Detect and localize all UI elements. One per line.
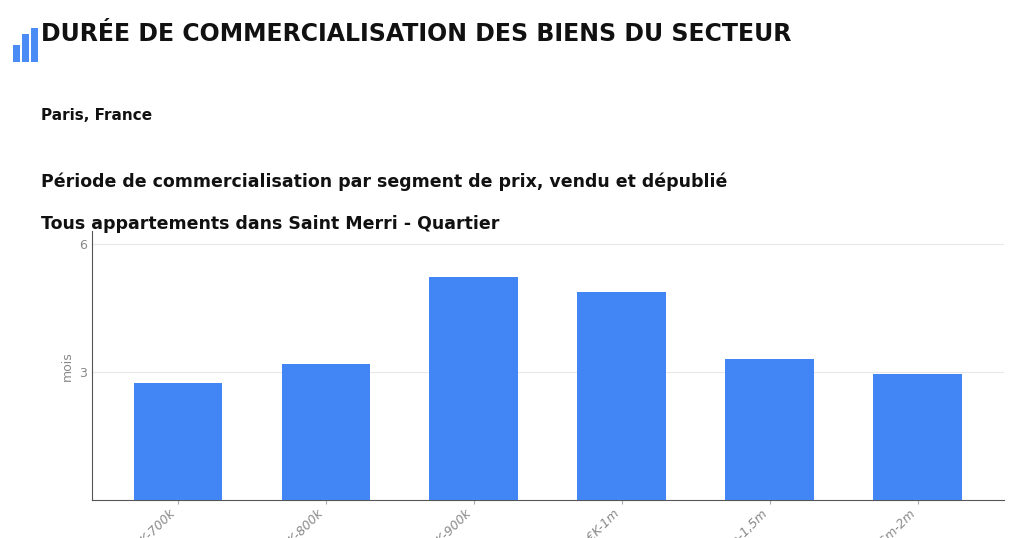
Text: Paris, France: Paris, France: [41, 108, 153, 123]
Y-axis label: mois: mois: [60, 351, 74, 381]
Bar: [31, 27, 39, 62]
Bar: [133, 383, 222, 500]
Bar: [429, 278, 518, 500]
Bar: [578, 292, 667, 500]
Bar: [13, 45, 20, 62]
Text: Période de commercialisation par segment de prix, vendu et dépublié: Période de commercialisation par segment…: [41, 172, 727, 190]
Bar: [282, 364, 371, 500]
Bar: [23, 34, 30, 62]
Bar: [725, 359, 814, 500]
Bar: [873, 373, 963, 500]
Text: DURÉE DE COMMERCIALISATION DES BIENS DU SECTEUR: DURÉE DE COMMERCIALISATION DES BIENS DU …: [41, 22, 792, 46]
Text: Tous appartements dans Saint Merri - Quartier: Tous appartements dans Saint Merri - Qua…: [41, 215, 500, 233]
